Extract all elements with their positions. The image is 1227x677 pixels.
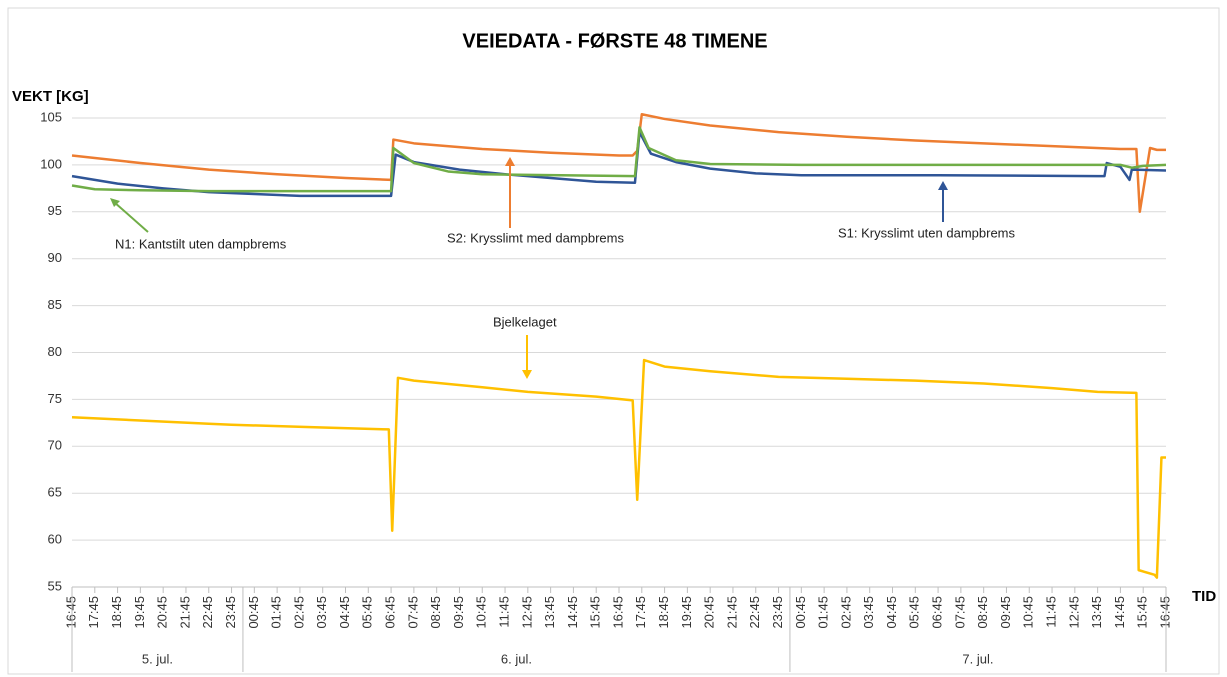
x-tick-label: 07:45: [405, 596, 420, 629]
x-tick-label: 16:45: [1157, 596, 1172, 629]
annotation: S1: Krysslimt uten dampbrems: [838, 225, 1016, 240]
annotation: S2: Krysslimt med dampbrems: [447, 230, 624, 245]
x-tick-label: 03:45: [314, 596, 329, 629]
x-tick-label: 07:45: [952, 596, 967, 629]
chart-title: VEIEDATA - FØRSTE 48 TIMENE: [462, 30, 767, 52]
y-tick-label: 85: [48, 297, 62, 312]
x-tick-label: 01:45: [269, 596, 284, 629]
annotations: N1: Kantstilt uten dampbrems S2: Kryssli…: [110, 157, 1016, 379]
x-tick-label: 12:45: [519, 596, 534, 629]
x-tick-label: 21:45: [177, 596, 192, 629]
y-tick-label: 80: [48, 344, 62, 359]
series-line: [71, 358, 1166, 579]
x-tick-label: 10:45: [474, 596, 489, 629]
y-tick-label: 95: [48, 203, 62, 218]
x-tick-label: 21:45: [724, 596, 739, 629]
x-tick-label: 11:45: [1043, 596, 1058, 628]
plot-area: 55 60 65 70 75 80 85 90 95 100 105 16:45 17:45 18:45 1…: [40, 109, 1172, 672]
x-tick-label: 00:45: [246, 596, 261, 629]
x-tick-label: 09:45: [451, 596, 466, 629]
x-tick-label: 06:45: [383, 596, 398, 629]
arrow-head: [522, 370, 532, 379]
annotation-arrow: [113, 201, 149, 233]
x-tick-label: 08:45: [428, 596, 443, 629]
arrow-head: [505, 157, 515, 166]
x-tick-label: 09:45: [998, 596, 1013, 629]
series-line: [71, 126, 1167, 193]
x-tick-label: 05:45: [907, 596, 922, 629]
x-tick-label: 02:45: [838, 596, 853, 629]
x-tick-label: 18:45: [656, 596, 671, 629]
x-tick-label: 02:45: [291, 596, 306, 629]
x-tick-label: 15:45: [1135, 596, 1150, 629]
x-tick-label: 19:45: [679, 596, 694, 629]
x-tick-label: 17:45: [633, 596, 648, 629]
x-tick-label: 00:45: [793, 596, 808, 629]
x-tick-label: 22:45: [747, 596, 762, 629]
x-tick-label: 23:45: [223, 596, 238, 629]
x-tick-label: 19:45: [132, 596, 147, 629]
x-group-label: 5. jul.: [142, 651, 173, 666]
x-tick-label: 11:45: [496, 596, 511, 628]
x-tick-label: 06:45: [930, 596, 945, 629]
x-tick-label: 04:45: [884, 596, 899, 629]
x-tick-label: 01:45: [816, 596, 831, 629]
series-line: [71, 112, 1166, 214]
y-tick-label: 55: [48, 578, 62, 593]
series-line: [71, 130, 1167, 198]
x-tick-label: 12:45: [1066, 596, 1081, 629]
x-tick-label: 13:45: [542, 596, 557, 629]
x-tick-label: 16:45: [610, 596, 625, 629]
arrow-head: [938, 181, 948, 190]
x-group-label: 6. jul.: [501, 651, 532, 666]
x-tick-label: 05:45: [360, 596, 375, 629]
x-tick-label: 13:45: [1089, 596, 1104, 629]
y-tick-label: 90: [48, 250, 62, 265]
x-tick-label: 15:45: [588, 596, 603, 629]
x-tick-label: 20:45: [702, 596, 717, 629]
y-tick-label: 70: [48, 438, 62, 453]
annotation: N1: Kantstilt uten dampbrems: [115, 236, 287, 251]
arrow-head: [110, 198, 120, 207]
x-tick-label: 08:45: [975, 596, 990, 629]
x-tick-label: 10:45: [1021, 596, 1036, 629]
x-tick-label: 04:45: [337, 596, 352, 629]
y-tick-label: 75: [48, 391, 62, 406]
y-tick-label: 100: [40, 156, 62, 171]
x-tick-label: 17:45: [86, 596, 101, 629]
x-tick-label: 23:45: [770, 596, 785, 629]
x-tick-label: 14:45: [1112, 596, 1127, 629]
chart-frame: [7, 7, 1220, 675]
x-tick-label: 14:45: [565, 596, 580, 629]
x-tick-label: 22:45: [200, 596, 215, 629]
x-tick-label: 03:45: [861, 596, 876, 629]
x-tick-label: 20:45: [155, 596, 170, 629]
y-tick-label: 60: [48, 532, 62, 547]
x-tick-label: 16:45: [63, 596, 78, 629]
annotation: Bjelkelaget: [493, 314, 557, 329]
y-axis-label: VEKT [KG]: [12, 88, 89, 105]
y-tick-label: 105: [40, 109, 62, 124]
y-tick-label: 65: [48, 485, 62, 500]
x-tick-label: 18:45: [109, 596, 124, 629]
x-axis-label: TID: [1192, 588, 1216, 605]
x-group-label: 7. jul.: [962, 651, 993, 666]
